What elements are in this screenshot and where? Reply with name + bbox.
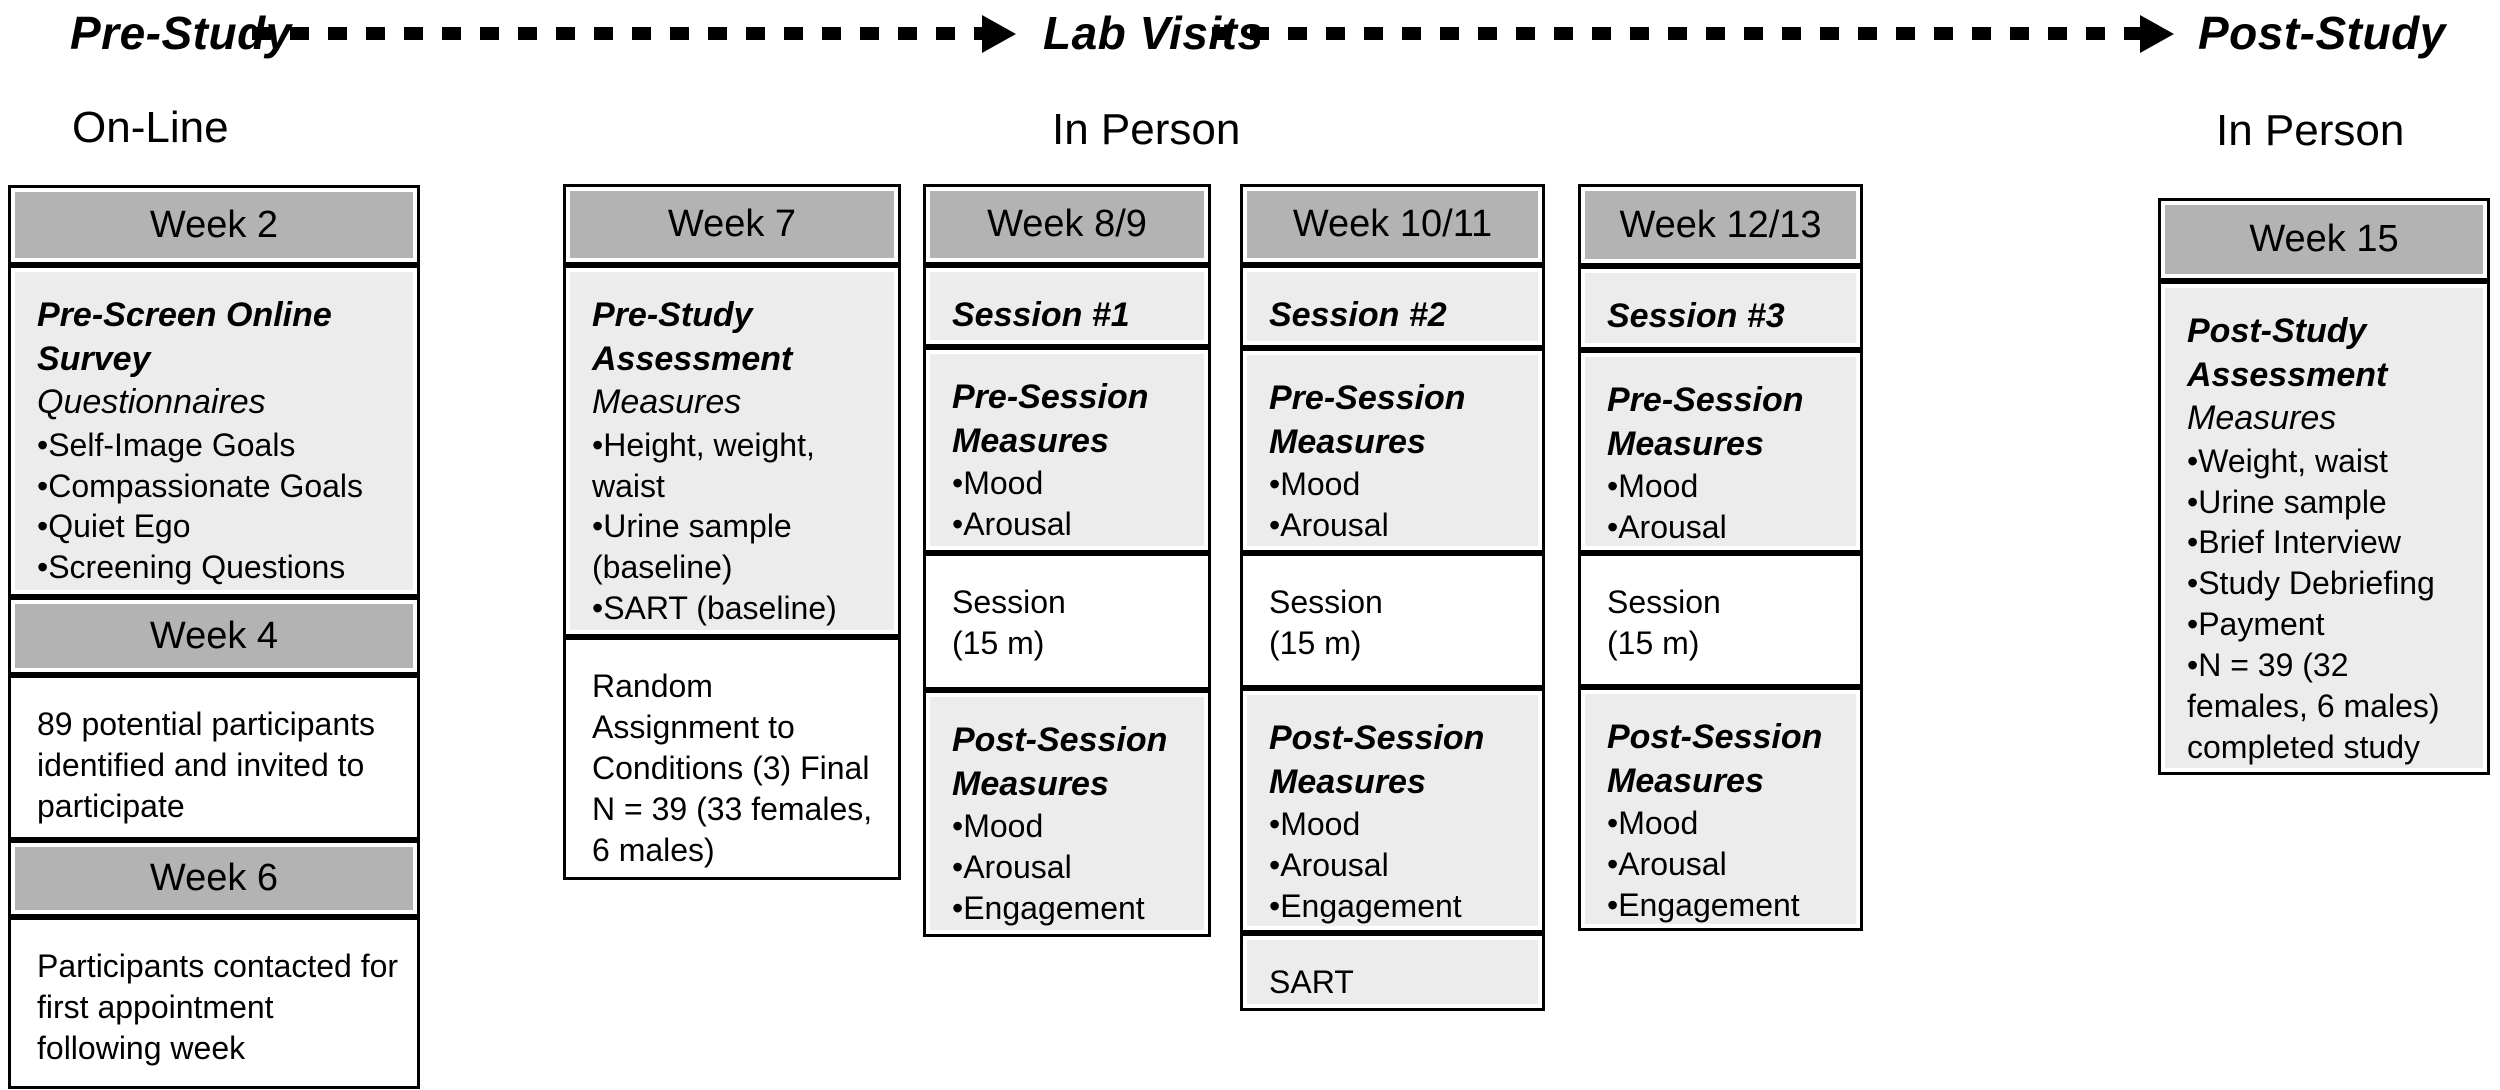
content-box: Pre-Screen Online Survey Questionnaires •S… <box>8 265 420 597</box>
text-line-bullet: •Weight, waist <box>2187 442 2388 479</box>
arrow-head-icon <box>2140 15 2174 53</box>
column-week-15: Week 15 Post-Study Assessment Measures •Wei… <box>2158 198 2490 775</box>
text-line-bullet: •Engagement <box>952 889 1145 926</box>
column-week-7: Week 7 Pre-Study Assessment Measures •Heigh… <box>563 184 901 880</box>
text-line-title: Session #1 <box>952 296 1130 334</box>
content-box: Post-Study Assessment Measures •Weight, wa… <box>2158 281 2490 775</box>
text-line-body: Session (15 m) <box>1269 584 1383 661</box>
text-line-bullet: •N = 39 (32 females, 6 males) completed … <box>2187 647 2440 766</box>
mode-label-in-person-center: In Person <box>1052 105 1241 154</box>
text-line-body: Participants contacted for first appoint… <box>37 948 399 1066</box>
arrow-head-icon <box>982 15 1016 53</box>
text-line-bullet: •Brief Interview <box>2187 524 2401 561</box>
text-line-bullet: •Quiet Ego <box>37 508 191 545</box>
content-box: Pre-Session Measures •Mood •Arousal <box>1578 350 1863 553</box>
column-week-8-9: Week 8/9 Session #1 Pre-Session Measures •M… <box>923 184 1211 937</box>
text-line-subtitle: Measures <box>592 383 742 422</box>
text-line-bullet: •Compassionate Goals <box>37 467 364 504</box>
content-box: Participants contacted for first appoint… <box>8 917 420 1089</box>
text-line-bullet: •Study Debriefing <box>2187 565 2435 602</box>
content-box: Pre-Session Measures •Mood •Arousal <box>923 347 1211 553</box>
text-line-body: Session (15 m) <box>1607 584 1721 661</box>
text-line-bullet: •Arousal <box>1607 508 1727 545</box>
week-header: Week 7 <box>563 184 901 265</box>
text-line-bullet: •Urine sample <box>2187 483 2387 520</box>
week-header: Week 6 <box>8 840 420 917</box>
text-line-bullet: •Screening Questions <box>37 549 346 586</box>
column-week-10-11: Week 10/11 Session #2 Pre-Session Measures… <box>1240 184 1545 1011</box>
content-box: Pre-Study Assessment Measures •Height, wei… <box>563 265 901 637</box>
text-line-bullet: •Mood <box>1607 805 1699 842</box>
dashed-arrow-line-right <box>1212 27 2140 40</box>
content-box: SART <box>1240 933 1545 1011</box>
content-box: 89 potential participants identified and… <box>8 675 420 840</box>
content-box: Post-Session Measures •Mood •Arousal •Engag… <box>923 690 1211 937</box>
phase-label-post-study: Post-Study <box>2198 7 2446 59</box>
text-line-bullet: •Mood <box>952 465 1044 502</box>
week-header: Week 12/13 <box>1578 184 1863 266</box>
text-line-title: Pre-Session Measures <box>1269 379 1466 461</box>
content-box: Session (15 m) <box>1240 553 1545 688</box>
text-line-bullet: •Self-Image Goals <box>37 426 296 463</box>
week-header: Week 10/11 <box>1240 184 1545 265</box>
week-header: Week 15 <box>2158 198 2490 281</box>
mode-label-in-person-right: In Person <box>2216 106 2405 155</box>
content-box: Session (15 m) <box>1578 553 1863 687</box>
text-line-bullet: •Mood <box>1607 468 1699 505</box>
text-line-title: Post-Session Measures <box>1269 719 1485 801</box>
week-header: Week 8/9 <box>923 184 1211 265</box>
content-box: Session (15 m) <box>923 553 1211 690</box>
text-line-body: 89 potential participants identified and… <box>37 706 375 824</box>
text-line-bullet: •Arousal <box>1269 506 1389 543</box>
text-line-title: Post-Study Assessment <box>2187 312 2388 394</box>
content-box: Pre-Session Measures •Mood •Arousal <box>1240 348 1545 553</box>
text-line-title: Post-Session Measures <box>1607 718 1823 800</box>
mode-label-online: On-Line <box>72 103 229 152</box>
column-week-12-13: Week 12/13 Session #3 Pre-Session Measures… <box>1578 184 1863 931</box>
text-line-bullet: •Payment <box>2187 606 2325 643</box>
text-line-body: Random Assignment to Conditions (3) Fina… <box>592 668 873 868</box>
text-line-bullet: •Mood <box>1269 806 1361 843</box>
content-box: Random Assignment to Conditions (3) Fina… <box>563 637 901 880</box>
content-box: Session #3 <box>1578 266 1863 350</box>
text-line-body: SART <box>1269 964 1354 1000</box>
content-box: Post-Session Measures •Mood •Arousal •Engag… <box>1578 687 1863 931</box>
text-line-bullet: •Mood <box>1269 466 1361 503</box>
text-line-title: Post-Session Measures <box>952 721 1168 803</box>
content-box: Post-Session Measures •Mood •Arousal •Engag… <box>1240 688 1545 933</box>
text-line-bullet: •Arousal <box>1269 846 1389 883</box>
text-line-bullet: •Urine sample (baseline) <box>592 508 792 586</box>
text-line-bullet: •Engagement <box>1607 886 1800 923</box>
text-line-bullet: •Mood <box>952 808 1044 845</box>
text-line-title: Session #3 <box>1607 297 1785 335</box>
text-line-bullet: •Arousal <box>952 848 1072 885</box>
text-line-bullet: •Arousal <box>952 505 1072 542</box>
text-line-subtitle: Questionnaires <box>37 383 266 422</box>
text-line-bullet: •Arousal <box>1607 845 1727 882</box>
text-line-bullet: •SART (baseline) <box>592 590 837 627</box>
text-line-title: Pre-Session Measures <box>1607 381 1804 463</box>
text-line-title: Session #2 <box>1269 296 1447 334</box>
text-line-bullet: •Height, weight, waist <box>592 426 815 504</box>
content-box: Session #1 <box>923 265 1211 347</box>
text-line-title: Pre-Session Measures <box>952 378 1149 460</box>
text-line-bullet: •Engagement <box>1269 887 1462 924</box>
text-line-subtitle: Measures <box>2187 399 2337 438</box>
week-header: Week 4 <box>8 597 420 675</box>
dashed-arrow-line-left <box>252 27 982 40</box>
text-line-body: Session (15 m) <box>952 584 1066 661</box>
text-line-title: Pre-Study Assessment <box>592 296 793 378</box>
content-box: Session #2 <box>1240 265 1545 348</box>
week-header: Week 2 <box>8 185 420 265</box>
text-line-title: Pre-Screen Online Survey <box>37 296 332 378</box>
column-online-weeks-2-4-6: Week 2 Pre-Screen Online Survey Questionna… <box>8 185 420 1089</box>
